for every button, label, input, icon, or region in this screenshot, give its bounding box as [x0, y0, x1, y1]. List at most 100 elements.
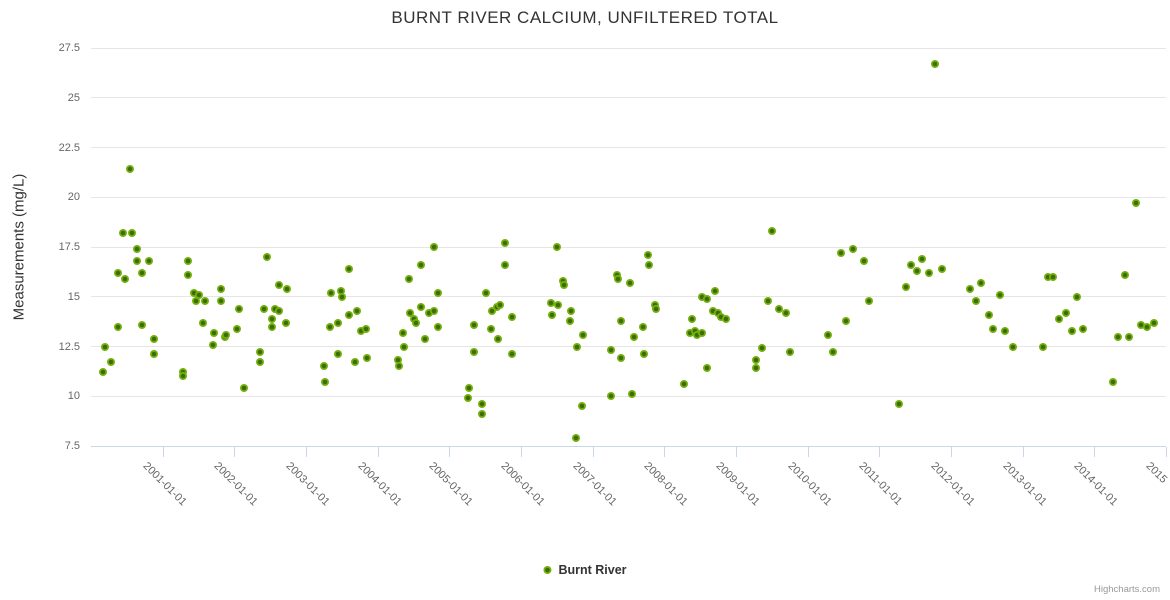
data-point[interactable] [183, 256, 192, 265]
data-point[interactable] [100, 342, 109, 351]
data-point[interactable] [686, 328, 695, 337]
data-point[interactable] [702, 294, 711, 303]
data-point[interactable] [494, 334, 503, 343]
data-point[interactable] [1001, 326, 1010, 335]
data-point[interactable] [1062, 308, 1071, 317]
data-point[interactable] [345, 310, 353, 319]
data-point[interactable] [210, 328, 219, 337]
data-point[interactable] [190, 288, 199, 297]
data-point[interactable] [481, 288, 490, 297]
data-point[interactable] [1008, 342, 1017, 351]
data-point[interactable] [752, 364, 761, 373]
data-point[interactable] [395, 362, 404, 371]
data-point[interactable] [966, 284, 975, 293]
data-point[interactable] [137, 268, 146, 277]
data-point[interactable] [350, 358, 359, 367]
data-point[interactable] [500, 239, 509, 248]
data-point[interactable] [931, 59, 940, 68]
data-point[interactable] [824, 330, 833, 339]
data-point[interactable] [775, 304, 783, 313]
data-point[interactable] [752, 356, 761, 365]
data-point[interactable] [405, 274, 414, 283]
data-point[interactable] [924, 268, 933, 277]
data-point[interactable] [842, 316, 851, 325]
data-point[interactable] [137, 320, 146, 329]
data-point[interactable] [487, 306, 496, 315]
data-point[interactable] [486, 324, 495, 333]
data-point[interactable] [1043, 272, 1052, 281]
data-point[interactable] [785, 348, 794, 357]
data-point[interactable] [836, 248, 845, 257]
data-point[interactable] [1149, 318, 1158, 327]
data-point[interactable] [132, 244, 141, 253]
data-point[interactable] [567, 306, 576, 315]
data-point[interactable] [400, 342, 409, 351]
data-point[interactable] [256, 358, 265, 367]
data-point[interactable] [865, 296, 874, 305]
data-point[interactable] [267, 322, 276, 331]
highcharts-credits-link[interactable]: Highcharts.com [1094, 584, 1160, 595]
data-point[interactable] [114, 322, 123, 331]
data-point[interactable] [262, 252, 271, 261]
data-point[interactable] [709, 306, 718, 315]
data-point[interactable] [757, 344, 766, 353]
data-point[interactable] [281, 318, 290, 327]
data-point[interactable] [859, 256, 868, 265]
data-point[interactable] [651, 304, 660, 313]
data-point[interactable] [554, 300, 563, 309]
data-point[interactable] [984, 310, 993, 319]
data-point[interactable] [977, 278, 986, 287]
data-point[interactable] [710, 286, 719, 295]
data-point[interactable] [221, 330, 230, 339]
data-point[interactable] [150, 350, 159, 359]
data-point[interactable] [496, 300, 505, 309]
data-point[interactable] [572, 434, 581, 443]
data-point[interactable] [913, 266, 922, 275]
data-point[interactable] [411, 318, 420, 327]
data-point[interactable] [327, 288, 336, 297]
data-point[interactable] [906, 260, 915, 269]
data-point[interactable] [937, 264, 946, 273]
data-point[interactable] [357, 326, 366, 335]
data-point[interactable] [1073, 292, 1082, 301]
data-point[interactable] [547, 310, 556, 319]
data-point[interactable] [1049, 272, 1058, 281]
data-point[interactable] [256, 348, 265, 357]
data-point[interactable] [119, 229, 128, 238]
data-point[interactable] [208, 340, 217, 349]
data-point[interactable] [233, 324, 242, 333]
data-point[interactable] [433, 322, 442, 331]
data-point[interactable] [918, 254, 927, 263]
data-point[interactable] [996, 290, 1005, 299]
data-point[interactable] [334, 350, 343, 359]
data-point[interactable] [267, 314, 276, 323]
data-point[interactable] [429, 243, 438, 251]
data-point[interactable] [362, 354, 371, 363]
data-point[interactable] [507, 350, 516, 359]
data-point[interactable] [894, 400, 903, 409]
data-point[interactable] [577, 402, 586, 411]
data-point[interactable] [560, 280, 568, 289]
legend-item-burnt-river[interactable]: Burnt River [543, 563, 627, 577]
data-point[interactable] [625, 278, 634, 287]
data-point[interactable] [901, 282, 910, 291]
data-point[interactable] [639, 350, 648, 359]
data-point[interactable] [764, 296, 773, 305]
data-point[interactable] [326, 322, 335, 331]
data-point[interactable] [429, 306, 438, 315]
data-point[interactable] [470, 320, 479, 329]
data-point[interactable] [405, 308, 414, 317]
data-point[interactable] [697, 292, 706, 301]
data-point[interactable] [334, 318, 343, 327]
data-point[interactable] [693, 330, 702, 339]
data-point[interactable] [638, 322, 647, 331]
data-point[interactable] [1131, 199, 1140, 208]
data-point[interactable] [1054, 314, 1063, 323]
data-point[interactable] [234, 304, 243, 313]
data-point[interactable] [216, 296, 225, 305]
data-point[interactable] [1136, 320, 1145, 329]
data-point[interactable] [240, 384, 249, 393]
data-point[interactable] [362, 324, 371, 333]
data-point[interactable] [782, 308, 791, 317]
data-point[interactable] [120, 274, 129, 283]
